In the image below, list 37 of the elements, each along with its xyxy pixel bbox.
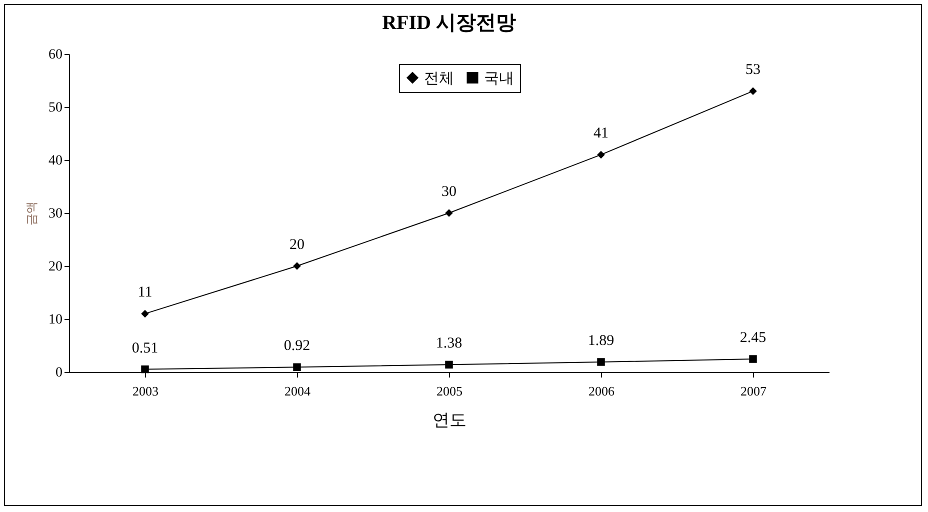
x-tick-label: 2004 — [284, 384, 311, 398]
y-tick-label: 0 — [56, 366, 62, 380]
data-label: 53 — [746, 62, 760, 78]
point — [141, 310, 149, 318]
legend-label: 국내 — [484, 70, 514, 87]
y-tick-label: 10 — [48, 312, 62, 328]
point — [141, 365, 149, 374]
y-tick-label: 30 — [48, 206, 62, 222]
y-tick-label: 50 — [48, 100, 62, 116]
data-label: 1.38 — [436, 336, 462, 352]
data-label: 41 — [594, 126, 608, 142]
y-axis-title: 금액 — [24, 202, 38, 226]
y-tick-label: 60 — [48, 48, 62, 62]
data-label: 2.45 — [740, 330, 766, 346]
data-label: 11 — [138, 284, 152, 301]
x-tick-label: 2007 — [740, 384, 767, 398]
x-tick-label: 2005 — [436, 384, 462, 398]
x-tick-label: 2006 — [588, 384, 615, 398]
chart-title: RFID 시장전망 — [382, 12, 516, 34]
legend-label: 전체 — [424, 70, 454, 87]
point — [293, 363, 301, 371]
data-label: 20 — [290, 237, 304, 253]
point — [445, 209, 453, 217]
y-tick-label: 40 — [48, 154, 62, 168]
data-label: 30 — [442, 184, 456, 200]
x-axis-title: 연도 — [432, 410, 466, 430]
y-tick-label: 20 — [48, 260, 62, 274]
point — [293, 262, 301, 270]
point — [749, 87, 757, 95]
x-tick-label: 2003 — [132, 384, 158, 398]
data-label: 0.51 — [132, 340, 158, 356]
data-label: 0.92 — [284, 338, 310, 354]
point — [597, 150, 605, 159]
point — [597, 358, 605, 366]
data-label: 1.89 — [588, 332, 614, 349]
point — [445, 360, 453, 369]
point — [749, 355, 757, 363]
